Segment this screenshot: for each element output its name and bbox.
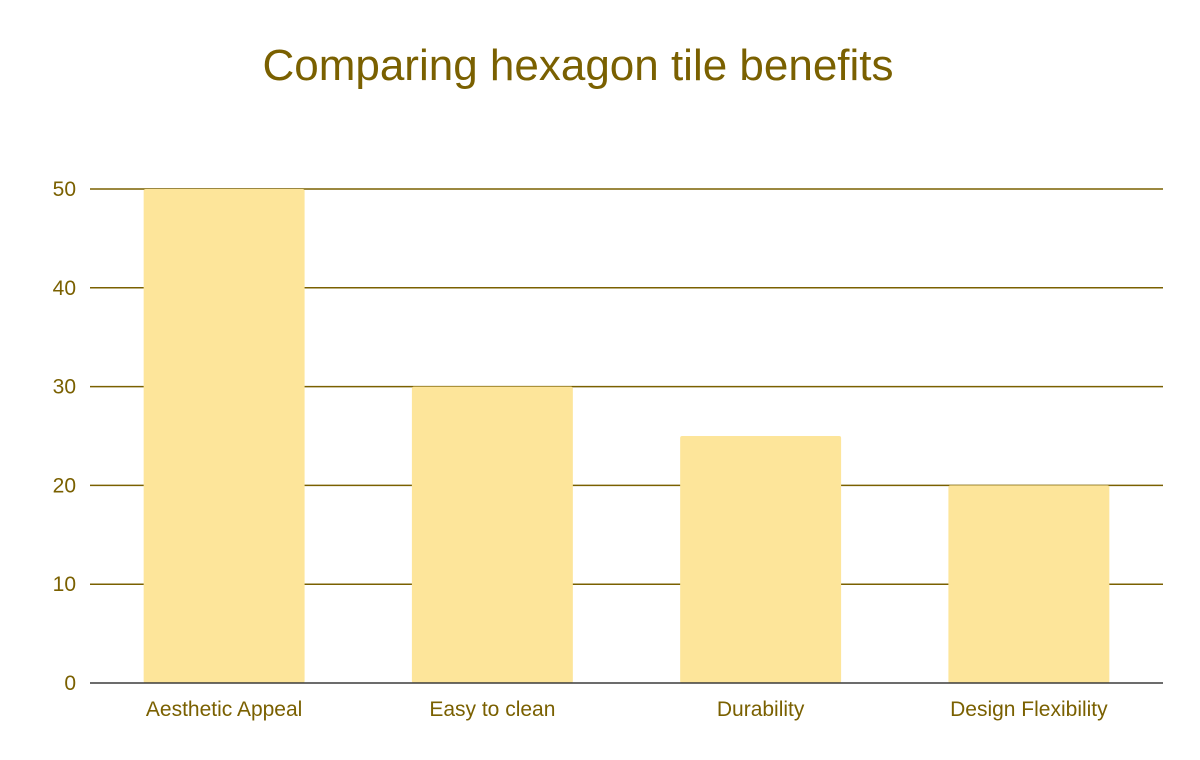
bar	[680, 436, 842, 683]
y-tick-label: 30	[53, 376, 76, 399]
x-axis-category-labels: Aesthetic Appeal Easy to clean Durability D…	[146, 698, 1108, 721]
chart-title: Comparing hexagon tile benefits	[262, 41, 893, 90]
y-axis-tick-labels: 0 10 20 30 40 50	[53, 178, 76, 695]
bars	[143, 189, 1110, 683]
x-category-label: Durability	[717, 698, 805, 721]
y-tick-label: 20	[53, 474, 76, 497]
y-tick-label: 40	[53, 277, 76, 300]
x-category-label: Easy to clean	[429, 698, 555, 721]
bar	[143, 189, 305, 683]
y-tick-label: 50	[53, 178, 76, 201]
x-category-label: Aesthetic Appeal	[146, 698, 302, 721]
y-tick-label: 0	[64, 672, 76, 695]
y-tick-label: 10	[53, 573, 76, 596]
bar	[411, 386, 573, 683]
bar	[948, 485, 1110, 683]
x-category-label: Design Flexibility	[950, 698, 1108, 721]
